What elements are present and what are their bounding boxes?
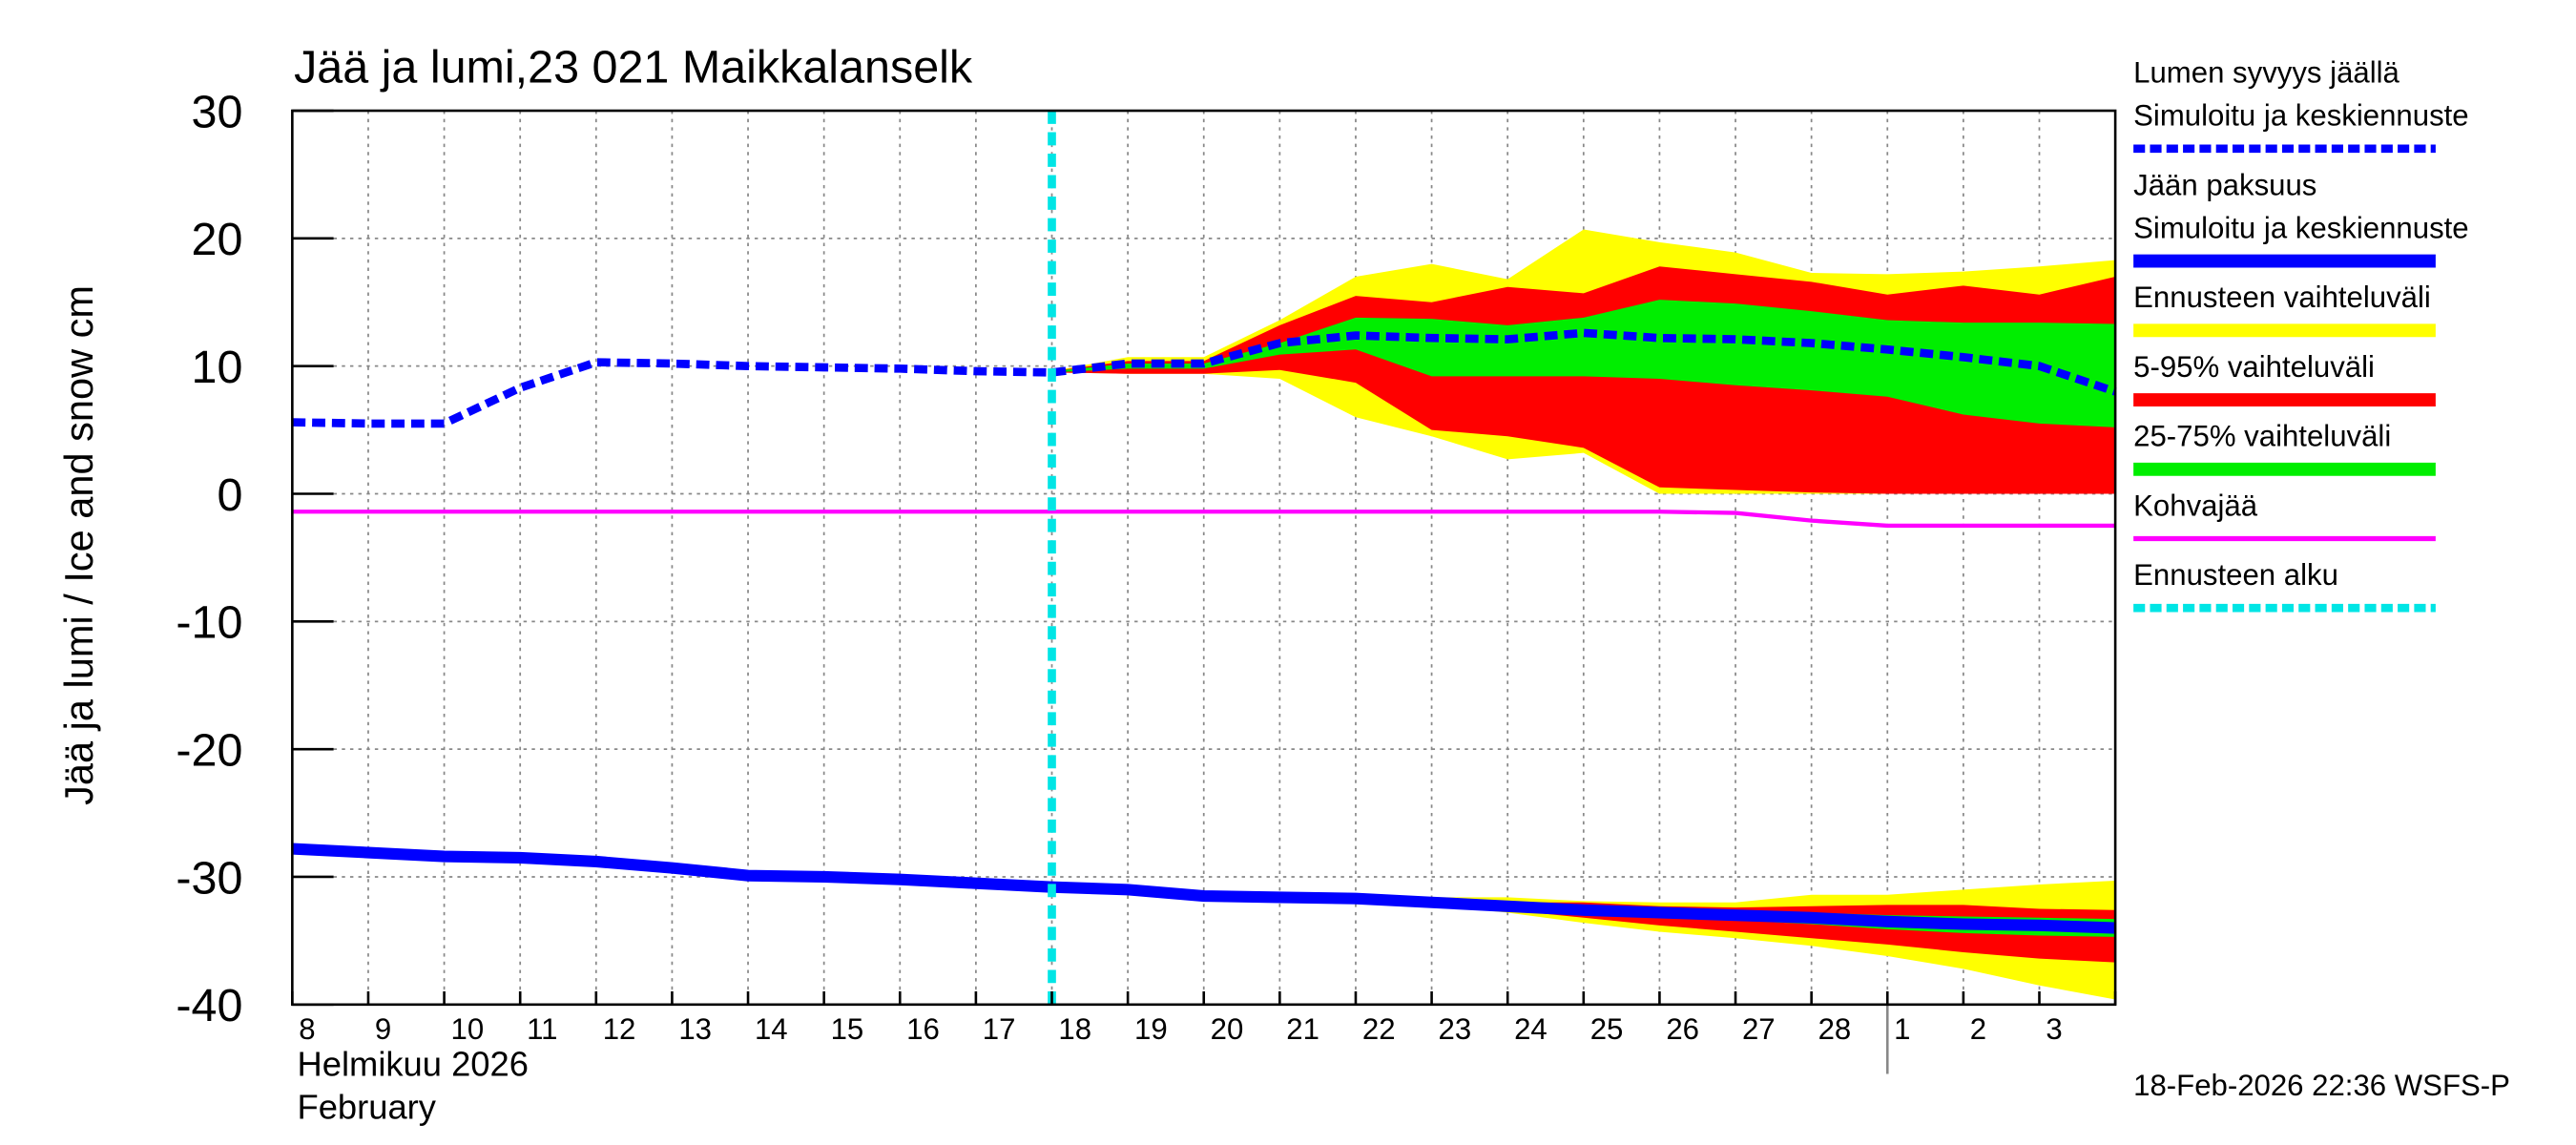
- x-tick-label: 23: [1439, 1012, 1472, 1046]
- legend-label: Lumen syvyys jäällä: [2133, 56, 2399, 90]
- x-tick-label: 21: [1286, 1012, 1319, 1046]
- y-tick-label: -10: [176, 597, 242, 649]
- x-tick-label: 16: [906, 1012, 940, 1046]
- x-tick-label: 17: [983, 1012, 1016, 1046]
- band-area: [1051, 886, 2116, 963]
- x-tick-label: 18: [1058, 1012, 1091, 1046]
- x-tick-label: 10: [450, 1012, 484, 1046]
- x-tick-label: 27: [1742, 1012, 1776, 1046]
- y-axis-label: Jää ja lumi / Ice and snow cm: [56, 285, 101, 805]
- plot-area: [291, 110, 2117, 1006]
- legend-label: Kohvajää: [2133, 489, 2258, 522]
- x-tick-label: 2: [1970, 1012, 1986, 1046]
- series-line: [292, 328, 2117, 428]
- x-tick-label: 20: [1211, 1012, 1244, 1046]
- x-tick-label: 12: [603, 1012, 636, 1046]
- x-tick-label: 15: [831, 1012, 864, 1046]
- x-tick-label: 24: [1514, 1012, 1548, 1046]
- x-tick-label: 9: [375, 1012, 391, 1046]
- x-tick-label: 11: [527, 1012, 557, 1046]
- legend-label: Jään paksuus: [2133, 168, 2316, 201]
- legend-label: Ennusteen vaihteluväli: [2133, 281, 2431, 314]
- band-area: [1051, 300, 2116, 427]
- x-tick-label: 3: [2046, 1012, 2062, 1046]
- legend-label: 25-75% vaihteluväli: [2133, 420, 2391, 453]
- x-tick-label: 22: [1362, 1012, 1396, 1046]
- legend-label: Ennusteen alku: [2133, 558, 2338, 592]
- x-tick-label: 1: [1894, 1012, 1910, 1046]
- x-tick-label: 14: [755, 1012, 788, 1046]
- month-label: Helmikuu 2026: [298, 1044, 529, 1083]
- chart-title: Jää ja lumi,23 021 Maikkalanselk: [294, 42, 973, 94]
- x-tick-label: 25: [1590, 1012, 1624, 1046]
- x-tick-label: 26: [1666, 1012, 1699, 1046]
- x-tick-label: 8: [299, 1012, 315, 1046]
- legend-label: Simuloitu ja keskiennuste: [2133, 211, 2468, 244]
- y-tick-label: 20: [192, 214, 243, 265]
- y-tick-label: 0: [217, 469, 242, 521]
- y-tick-label: -30: [176, 852, 242, 904]
- series-line: [292, 843, 2116, 934]
- footer: 18-Feb-2026 22:36 WSFS-P: [2133, 1069, 2510, 1102]
- x-tick-label: 19: [1134, 1012, 1168, 1046]
- plot-frame: [291, 109, 2117, 1007]
- y-tick-label: -40: [176, 980, 242, 1031]
- y-tick-label: 30: [192, 86, 243, 137]
- x-tick-label: 28: [1818, 1012, 1852, 1046]
- x-tick-label: 13: [678, 1012, 712, 1046]
- y-tick-label: -20: [176, 724, 242, 776]
- y-tick-label: 10: [192, 342, 243, 393]
- legend-label: 5-95% vaihteluväli: [2133, 350, 2375, 384]
- series-line: [292, 510, 2116, 529]
- legend-label: Simuloitu ja keskiennuste: [2133, 99, 2468, 133]
- month-label: February: [298, 1087, 437, 1126]
